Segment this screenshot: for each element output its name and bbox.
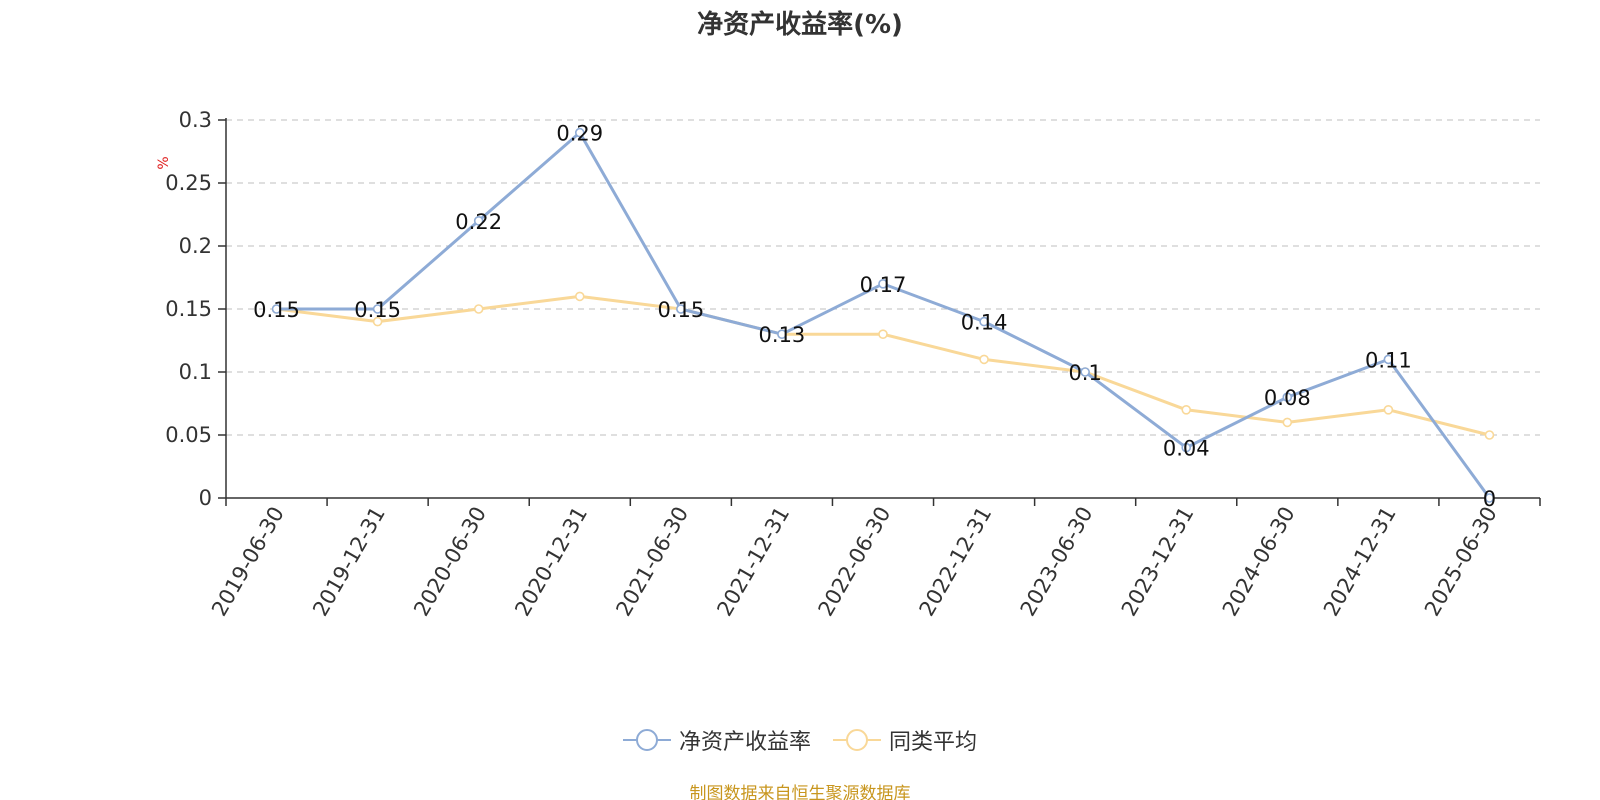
x-tick-label: 2019-06-30 (207, 503, 289, 621)
x-tick-label: 2020-12-31 (510, 503, 592, 621)
series-point-0 (372, 304, 383, 314)
series-point-0 (878, 278, 888, 289)
series-point-1 (979, 354, 989, 365)
x-tick-label: 2024-06-30 (1218, 503, 1300, 621)
series-point-1 (372, 316, 383, 327)
data-label: 0.17 (860, 273, 907, 297)
series-point-0 (1181, 442, 1192, 453)
series-point-0 (473, 216, 484, 226)
series-point-0 (777, 329, 787, 340)
y-tick-label: 0.3 (179, 108, 212, 132)
data-label: 0.29 (556, 122, 603, 146)
data-label: 0.15 (253, 298, 300, 322)
x-tick-label: 2022-06-30 (814, 503, 896, 621)
series-point-1 (878, 329, 888, 340)
data-label: 0.14 (961, 311, 1008, 335)
data-label: 0 (1483, 487, 1496, 511)
x-tick-label: 2021-06-30 (611, 503, 693, 621)
series-point-0 (271, 304, 282, 314)
source-note: 制图数据来自恒生聚源数据库 (689, 784, 911, 800)
series-point-1 (574, 291, 585, 302)
series-line-0 (276, 131, 1491, 499)
y-tick-label: 0 (199, 486, 212, 510)
series-point-1 (1282, 417, 1293, 428)
y-tick-label: 0.2 (179, 234, 212, 258)
x-tick-label: 2021-12-31 (712, 503, 794, 621)
data-label: 0.22 (455, 210, 502, 234)
series-point-1 (1383, 404, 1394, 415)
series-point-0 (1080, 367, 1090, 377)
y-tick-label: 0.05 (165, 423, 212, 447)
legend-item-roe[interactable]: 净资产收益率 (622, 724, 811, 756)
data-label: 0.08 (1264, 386, 1311, 410)
series-point-0 (1383, 354, 1394, 365)
x-tick-label: 2025-06-30 (1420, 503, 1502, 621)
series-point-1 (1484, 430, 1495, 440)
series-point-0 (979, 316, 989, 327)
data-label: 0.15 (657, 298, 704, 322)
data-label: 0.15 (354, 298, 401, 322)
chart-title: 净资产收益率(%) (697, 10, 903, 40)
series-point-0 (1282, 392, 1293, 403)
x-tick-label: 2023-06-30 (1016, 503, 1098, 621)
series-line-1 (276, 294, 1490, 437)
data-label: 0.04 (1163, 437, 1210, 461)
y-tick-label: 0.15 (165, 297, 212, 321)
x-tick-label: 2020-06-30 (409, 503, 491, 621)
legend-marker-roe-icon (622, 729, 671, 751)
series-point-0 (676, 304, 686, 314)
series-point-1 (473, 304, 484, 314)
series-point-1 (1181, 404, 1192, 415)
legend-label-roe: 净资产收益率 (678, 730, 811, 755)
y-tick-label: 0.25 (165, 171, 212, 195)
x-tick-label: 2023-12-31 (1117, 503, 1199, 621)
legend-label-peer-average: 同类平均 (889, 730, 978, 755)
y-axis-unit-label: % (156, 156, 172, 169)
x-tick-label: 2019-12-31 (308, 503, 390, 621)
data-label: 0.1 (1068, 361, 1101, 385)
data-label: 0.11 (1365, 348, 1412, 372)
data-label: 0.13 (759, 323, 806, 347)
x-tick-label: 2022-12-31 (915, 503, 997, 621)
legend-marker-peer-average-icon (833, 729, 881, 751)
legend-item-peer-average[interactable]: 同类平均 (833, 724, 977, 756)
y-tick-label: 0.1 (179, 360, 212, 384)
chart-legend: 净资产收益率 同类平均 (0, 724, 1600, 756)
series-point-0 (1484, 493, 1495, 503)
x-tick-label: 2024-12-31 (1319, 503, 1401, 621)
series-point-0 (574, 127, 585, 138)
